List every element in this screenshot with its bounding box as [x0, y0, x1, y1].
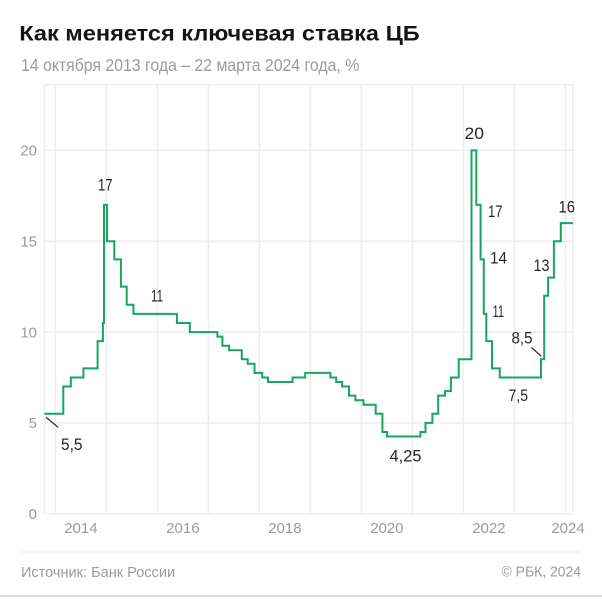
svg-text:2020: 2020 — [370, 520, 403, 537]
svg-text:13: 13 — [534, 256, 550, 275]
svg-text:2024: 2024 — [551, 520, 584, 537]
svg-text:2014: 2014 — [64, 520, 97, 537]
svg-text:8,5: 8,5 — [512, 329, 533, 348]
svg-text:Как меняется ключевая ставка Ц: Как меняется ключевая ставка ЦБ — [19, 21, 420, 45]
svg-text:14 октября 2013 года – 22 март: 14 октября 2013 года – 22 марта 2024 год… — [21, 55, 359, 75]
svg-text:5: 5 — [29, 415, 37, 432]
svg-text:7,5: 7,5 — [509, 386, 529, 405]
svg-text:11: 11 — [151, 287, 163, 306]
svg-text:14: 14 — [490, 249, 507, 268]
svg-text:0: 0 — [29, 506, 37, 523]
svg-text:5,5: 5,5 — [61, 435, 83, 454]
svg-text:10: 10 — [20, 324, 37, 341]
svg-text:2022: 2022 — [472, 520, 505, 537]
svg-text:© РБК, 2024: © РБК, 2024 — [502, 564, 581, 581]
svg-text:20: 20 — [20, 143, 37, 160]
svg-text:11: 11 — [493, 302, 505, 321]
svg-text:2016: 2016 — [166, 520, 199, 537]
svg-text:17: 17 — [488, 202, 503, 221]
svg-text:Источник: Банк России: Источник: Банк России — [21, 565, 175, 581]
svg-text:4,25: 4,25 — [390, 447, 422, 466]
svg-text:17: 17 — [98, 176, 113, 195]
svg-text:16: 16 — [559, 198, 576, 217]
svg-text:15: 15 — [20, 233, 37, 250]
svg-text:2018: 2018 — [268, 520, 301, 537]
svg-text:20: 20 — [465, 124, 485, 143]
